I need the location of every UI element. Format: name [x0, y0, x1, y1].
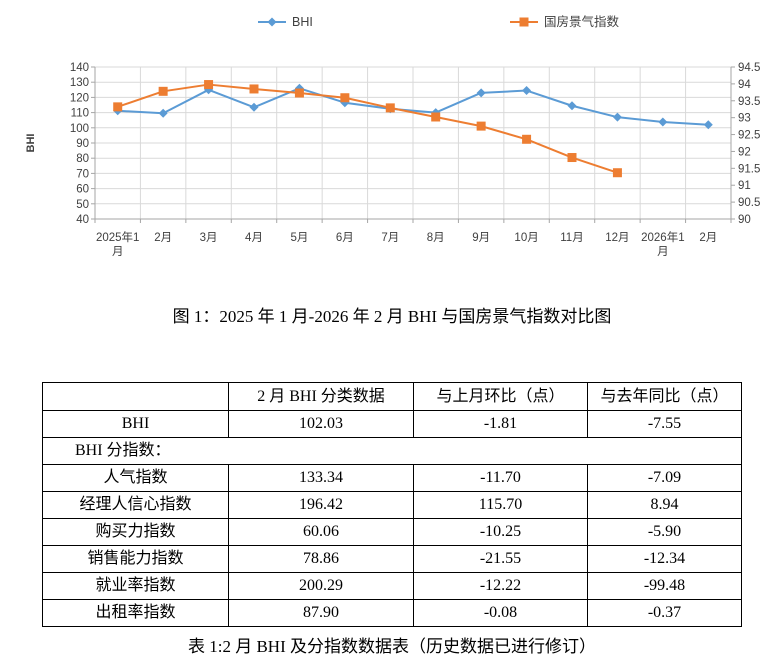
table-header-row: 2 月 BHI 分类数据 与上月环比（点） 与去年同比（点）	[42, 382, 742, 411]
table-cell: -0.37	[587, 599, 742, 627]
svg-text:50: 50	[76, 199, 89, 211]
chart-legend: BHI 国房景气指数	[258, 14, 620, 29]
svg-text:6月: 6月	[336, 232, 354, 244]
table-row: BHI 102.03 -1.81 -7.55	[42, 410, 742, 438]
svg-text:70: 70	[76, 168, 89, 180]
svg-text:130: 130	[70, 77, 89, 89]
svg-text:40: 40	[76, 214, 89, 226]
row-label: 销售能力指数	[42, 545, 229, 573]
table-cell: -11.70	[413, 464, 588, 492]
svg-text:120: 120	[70, 92, 89, 104]
svg-text:91: 91	[738, 180, 751, 192]
row-label: 购买力指数	[42, 518, 229, 546]
table-cell: -7.55	[587, 410, 742, 438]
svg-text:100: 100	[70, 123, 89, 135]
table-header-cell	[42, 382, 229, 411]
table-cell: 115.70	[413, 491, 588, 519]
axes	[91, 66, 735, 223]
row-label: 出租率指数	[42, 599, 229, 627]
table-section-row: BHI 分指数：	[42, 437, 742, 465]
table-cell: -10.25	[413, 518, 588, 546]
section-label: BHI 分指数：	[42, 437, 742, 465]
svg-text:9月: 9月	[472, 232, 490, 244]
table-cell: -1.81	[413, 410, 588, 438]
table-cell: -7.09	[587, 464, 742, 492]
row-label: 人气指数	[42, 464, 229, 492]
bhi-data-table: 2 月 BHI 分类数据 与上月环比（点） 与去年同比（点） BHI 102.0…	[42, 382, 742, 627]
right-axis-labels: 90 90.5 91 91.5 92 92.5 93 93.5 94 94.5	[738, 62, 760, 226]
table-cell: -21.55	[413, 545, 588, 573]
svg-text:110: 110	[71, 108, 89, 120]
svg-text:90.5: 90.5	[738, 197, 760, 209]
table-cell: -0.08	[413, 599, 588, 627]
svg-text:94: 94	[738, 79, 751, 91]
svg-text:93: 93	[738, 113, 751, 125]
table-row: 销售能力指数 78.86 -21.55 -12.34	[42, 545, 742, 573]
svg-text:140: 140	[70, 62, 89, 74]
table-cell: -99.48	[587, 572, 742, 600]
table-cell: 200.29	[228, 572, 414, 600]
svg-text:BHI: BHI	[25, 134, 37, 153]
svg-text:11月: 11月	[560, 232, 583, 244]
svg-text:国房景气指数: 国房景气指数	[544, 14, 620, 29]
svg-text:91.5: 91.5	[738, 163, 760, 175]
svg-text:94.5: 94.5	[738, 62, 760, 74]
left-axis-title: BHI	[25, 134, 37, 153]
svg-text:80: 80	[76, 153, 89, 165]
table-row: 人气指数 133.34 -11.70 -7.09	[42, 464, 742, 492]
table-header-cell: 2 月 BHI 分类数据	[228, 382, 414, 411]
legend-item-bhi: BHI	[258, 15, 313, 29]
table-header-cell: 与去年同比（点）	[587, 382, 742, 411]
svg-text:4月: 4月	[245, 232, 263, 244]
table-cell: 102.03	[228, 410, 414, 438]
svg-text:2026年1: 2026年1	[641, 230, 684, 244]
table-cell: -12.34	[587, 545, 742, 573]
table-row: 购买力指数 60.06 -10.25 -5.90	[42, 518, 742, 546]
table-row: 就业率指数 200.29 -12.22 -99.48	[42, 572, 742, 600]
table-row: 经理人信心指数 196.42 115.70 8.94	[42, 491, 742, 519]
table-header-cell: 与上月环比（点）	[413, 382, 588, 411]
svg-text:5月: 5月	[290, 232, 308, 244]
svg-text:7月: 7月	[381, 232, 399, 244]
legend-item-climate-index: 国房景气指数	[510, 14, 620, 29]
svg-text:月: 月	[112, 246, 124, 258]
table-cell: 78.86	[228, 545, 414, 573]
svg-text:月: 月	[657, 246, 669, 258]
svg-text:90: 90	[76, 138, 89, 150]
x-axis-labels: 2025年1 月 2月 3月 4月 5月 6月 7月 8月 9月 10月 11月 12月 2026年1 月 2…	[96, 230, 717, 258]
svg-text:8月: 8月	[427, 232, 445, 244]
svg-text:60: 60	[76, 184, 89, 196]
svg-text:90: 90	[738, 214, 751, 226]
row-label: BHI	[42, 410, 229, 438]
svg-text:3月: 3月	[200, 232, 218, 244]
svg-text:12月: 12月	[605, 232, 629, 244]
table-cell: -5.90	[587, 518, 742, 546]
table-cell: 87.90	[228, 599, 414, 627]
svg-text:BHI: BHI	[292, 15, 313, 29]
table-cell: 133.34	[228, 464, 414, 492]
svg-text:2025年1: 2025年1	[96, 230, 139, 244]
svg-text:92.5: 92.5	[738, 130, 760, 142]
svg-text:92: 92	[738, 146, 751, 158]
svg-text:2月: 2月	[699, 232, 717, 244]
svg-text:10月: 10月	[514, 232, 538, 244]
svg-text:93.5: 93.5	[738, 96, 760, 108]
bhi-climate-line-chart: 4050607080901001101201301409090.59191.59…	[25, 14, 760, 258]
svg-text:2月: 2月	[154, 232, 172, 244]
table-cell: 8.94	[587, 491, 742, 519]
figure-caption: 图 1：2025 年 1 月-2026 年 2 月 BHI 与国房景气指数对比图	[172, 307, 612, 326]
left-axis-labels: 40 50 60 70 80 90 100 110 120 130 140	[70, 62, 89, 226]
row-label: 就业率指数	[42, 572, 229, 600]
gridlines	[95, 66, 731, 220]
table-cell: 196.42	[228, 491, 414, 519]
series-climate-index	[113, 80, 622, 178]
table-cell: 60.06	[228, 518, 414, 546]
table-caption: 表 1:2 月 BHI 及分指数数据表（历史数据已进行修订）	[188, 637, 596, 656]
table-cell: -12.22	[413, 572, 588, 600]
row-label: 经理人信心指数	[42, 491, 229, 519]
table-row: 出租率指数 87.90 -0.08 -0.37	[42, 599, 742, 627]
